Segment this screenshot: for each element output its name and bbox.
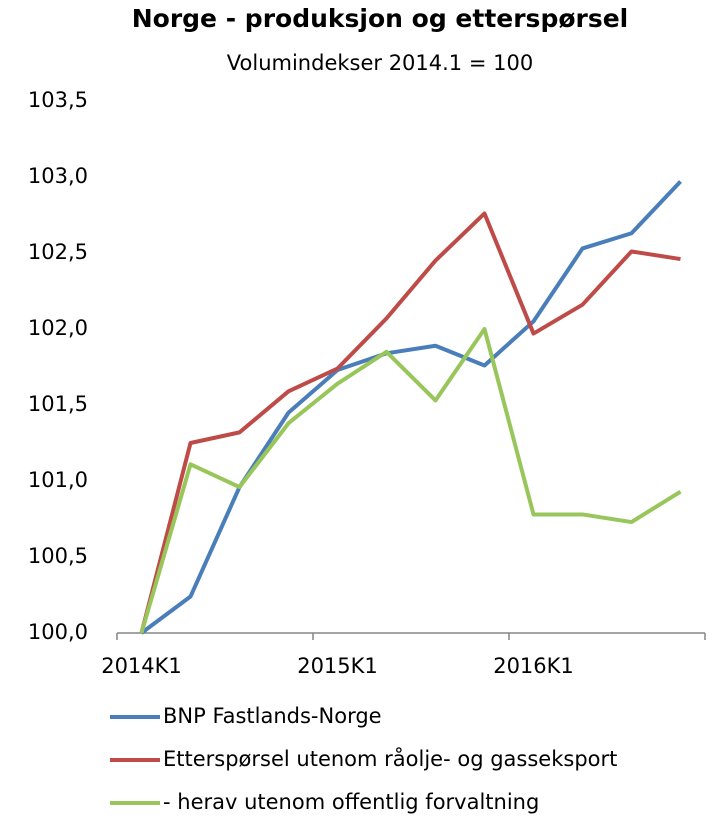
x-tick-label: 2015K1 xyxy=(297,654,378,678)
x-tick-label: 2016K1 xyxy=(493,654,574,678)
y-tick-label: 101,0 xyxy=(28,468,88,492)
y-tick-label: 103,5 xyxy=(28,88,88,112)
legend-label: - herav utenom offentlig forvaltning xyxy=(163,790,539,814)
y-tick-label: 102,0 xyxy=(28,316,88,340)
series-line xyxy=(139,211,681,634)
legend-label: BNP Fastlands-Norge xyxy=(163,704,382,728)
y-tick-label: 103,0 xyxy=(28,164,88,188)
series-line xyxy=(139,327,682,634)
y-tick-label: 101,5 xyxy=(28,392,88,416)
chart-subtitle: Volumindekser 2014.1 = 100 xyxy=(227,51,533,75)
chart-title: Norge - produksjon og etterspørsel xyxy=(132,4,629,33)
legend-label: Etterspørsel utenom råolje- og gassekspo… xyxy=(163,746,617,771)
y-tick-label: 100,0 xyxy=(28,620,88,644)
y-tick-label: 100,5 xyxy=(28,544,88,568)
series-line xyxy=(140,180,682,635)
y-tick-label: 102,5 xyxy=(28,240,88,264)
x-tick-label: 2014K1 xyxy=(101,654,182,678)
